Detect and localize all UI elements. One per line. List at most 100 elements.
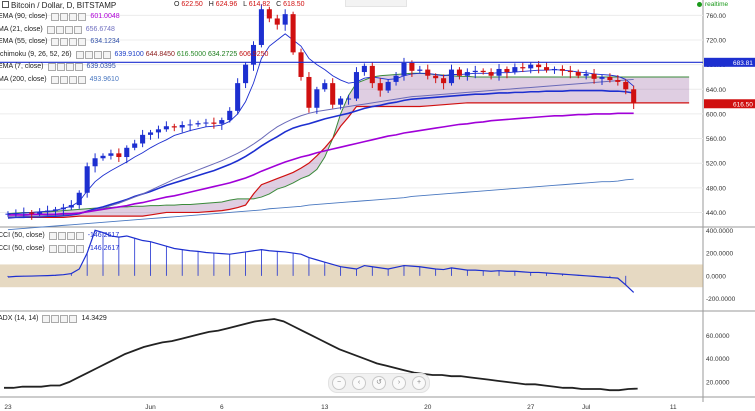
candle-body [607,76,613,81]
legend-ema-90[interactable]: EMA (90, close) 601.0048 [0,13,120,22]
candle-body [124,147,130,158]
adx-tick-label: 20.0000 [706,380,730,387]
candle-body [369,65,375,84]
price-mark-label: 683.81 [733,60,753,67]
price-tick-label: 720.00 [706,38,726,45]
candle-body [179,125,185,128]
candle-body [235,83,241,111]
ma-line-ema-90-close- [7,112,634,216]
legend-controls[interactable] [48,244,84,253]
legend-controls[interactable] [46,25,82,34]
candle-body [441,78,447,84]
x-tick-label: 20 [424,404,432,411]
scroll-right-icon[interactable]: › [392,376,406,390]
candle-body [409,62,415,71]
reset-icon[interactable]: ↺ [372,376,386,390]
candle-body [290,14,296,53]
realtime-status: realtime [697,1,728,8]
candle-body [258,9,264,45]
collapse-icon[interactable] [2,1,9,8]
candle-body [512,67,518,73]
scroll-left-icon[interactable]: ‹ [352,376,366,390]
x-tick-label: 27 [527,404,535,411]
candle-body [488,72,494,76]
candle-body [116,153,122,158]
candle-body [377,83,383,91]
legend-controls[interactable] [48,232,84,241]
candle-body [203,122,209,124]
candle-body [322,83,328,90]
symbol-title: Bitcoin / Dollar, D, BITSTAMP [11,1,117,10]
ohlc-high: H 624.96 [208,1,238,8]
x-tick-label: Jul [582,404,591,411]
price-mark-box [704,57,755,67]
legend-adx[interactable]: ADX (14, 14) 14.3429 [0,315,107,324]
legend-controls[interactable] [47,63,83,72]
chart-navigation: − ‹ ↺ › + [328,373,430,393]
legend-controls[interactable] [51,38,87,47]
candle-body [163,126,169,130]
legend-ma-21[interactable]: MA (21, close) 656.6748 [0,25,115,34]
candle-body [575,72,581,76]
candle-body [219,120,225,124]
ohlc-readout: O 622.50 H 624.96 L 614.82 C 618.50 [170,1,305,8]
x-tick-label: 23 [4,404,12,411]
indicator-legend: EMA (90, close) 601.0048 MA (21, close) … [0,11,268,86]
candle-body [29,212,35,214]
legend-controls[interactable] [42,315,78,324]
candle-body [266,9,272,19]
grid-lines [0,14,703,213]
candle-body [338,98,344,105]
candle-body [298,52,304,77]
cci-tick-label: 0.0000 [706,273,726,280]
candle-body [76,192,82,206]
candle-body [5,213,11,215]
candle-body [346,98,352,100]
candle-body [353,72,359,99]
cci-legend: CCI (50, close) -146.2617 CCI (50, close… [0,230,119,255]
price-tick-label: 640.00 [706,87,726,94]
zoom-in-icon[interactable]: + [412,376,426,390]
price-tick-label: 480.00 [706,185,726,192]
ma-line-ema-7-close- [7,33,634,215]
legend-cci-2[interactable]: CCI (50, close) -146.2617 [0,244,120,253]
candle-body [385,81,391,91]
ma-line-ma-21-close- [7,78,634,218]
candle-body [448,69,455,84]
candle-body [528,64,534,69]
legend-ma-200[interactable]: MA (200, close) 493.9610 [0,75,119,84]
candle-body [417,69,423,71]
search-tab[interactable] [345,0,407,7]
candle-body [330,83,336,105]
zoom-out-icon[interactable]: − [332,376,346,390]
candle-body [140,134,146,144]
candle-body [195,123,201,125]
legend-controls[interactable] [50,75,86,84]
legend-cci-1[interactable]: CCI (50, close) -146.2617 [0,232,120,241]
candle-body [496,68,502,76]
x-tick-label: Jun [145,404,156,411]
candle-body [155,129,161,133]
price-tick-label: 520.00 [706,161,726,168]
candle-body [187,124,193,126]
legend-ema-55[interactable]: EMA (55, close) 634.1234 [0,38,120,47]
candle-body [37,211,43,214]
candle-body [211,122,217,124]
candle-body [559,68,565,71]
price-tick-label: 760.00 [706,13,726,20]
candle-body [567,70,573,73]
candle-body [361,65,367,73]
price-tick-label: 600.00 [706,111,726,118]
legend-controls[interactable] [51,13,87,22]
candle-body [60,207,66,210]
candle-body [21,212,27,214]
legend-controls[interactable] [75,50,111,59]
legend-ichimoku[interactable]: Ichimoku (9, 26, 52, 26) 639.9100 644.84… [0,50,269,59]
candle-body [306,76,312,108]
x-tick-label: 6 [220,404,224,411]
candle-body [615,80,621,82]
candle-body [45,210,51,212]
price-tick-label: 440.00 [706,210,726,217]
legend-ema-7[interactable]: EMA (7, close) 639.0395 [0,63,116,72]
